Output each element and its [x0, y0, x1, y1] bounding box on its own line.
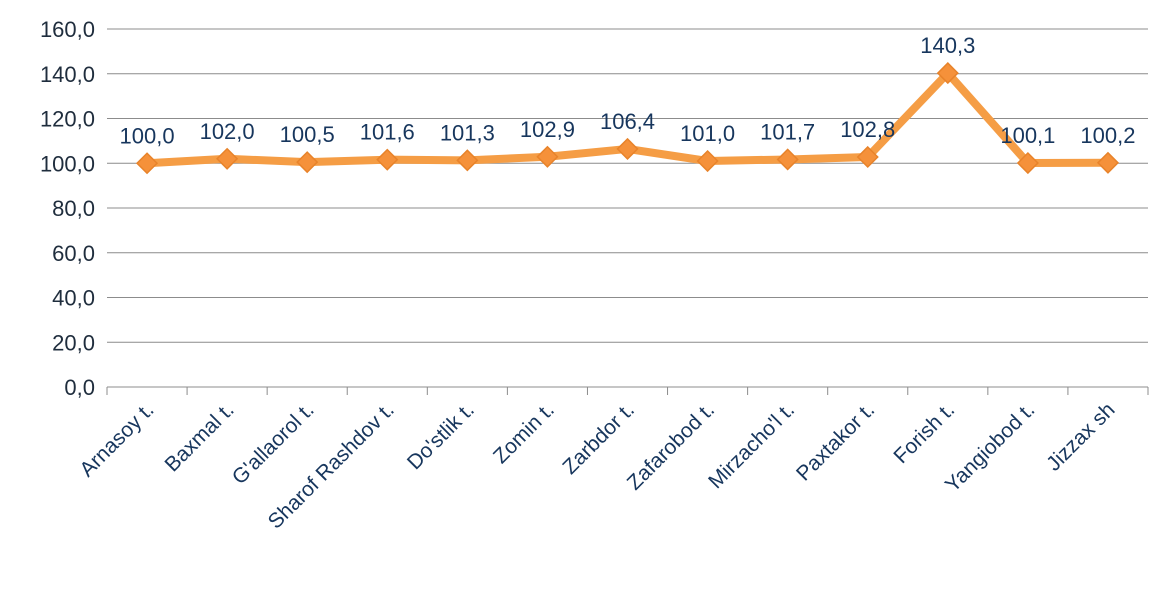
data-point-marker: [696, 149, 719, 173]
data-value-label: 101,3: [440, 120, 495, 145]
data-point-marker: [536, 145, 559, 168]
y-axis-tick-labels: 0,0 20,0 40,0 60,0 80,0 100,0 120,0 140,0 160,0: [40, 17, 95, 400]
data-value-label: 102,9: [520, 117, 575, 142]
x-category-label: Forish t.: [889, 398, 959, 468]
y-tick-label: 100,0: [40, 151, 95, 176]
x-category-label: Jizzax sh: [1042, 398, 1119, 475]
y-tick-label: 140,0: [40, 62, 95, 87]
x-category-label: Paxtakor t.: [792, 398, 879, 485]
data-point-marker: [936, 62, 959, 85]
data-value-label: 101,6: [360, 120, 415, 145]
data-value-label: 102,8: [840, 117, 895, 142]
y-tick-label: 40,0: [52, 286, 95, 311]
x-category-label: Zarbdor t.: [558, 398, 639, 479]
x-category-label: Do'stlik t.: [403, 398, 479, 474]
y-tick-label: 20,0: [52, 330, 95, 355]
data-point-marker: [856, 145, 879, 169]
x-category-label: Zomin t.: [489, 398, 559, 468]
data-labels: 100,0 102,0 100,5 101,6 101,3 102,9 106,4 101,0…: [120, 33, 1136, 148]
x-category-label: Baxmal t.: [160, 398, 238, 476]
y-tick-label: 60,0: [52, 241, 95, 266]
data-value-label: 101,0: [680, 121, 735, 146]
data-value-label: 102,0: [200, 119, 255, 144]
series-markers: [135, 62, 1120, 175]
x-category-label: Arnasoy t.: [75, 398, 158, 481]
x-axis-category-labels: Arnasoy t. Baxmal t.G'allaorol t.Sharof R…: [75, 398, 1119, 533]
data-value-label: 101,7: [760, 119, 815, 144]
data-value-label: 100,2: [1080, 123, 1135, 148]
data-point-marker: [135, 152, 159, 175]
data-value-label: 140,3: [920, 33, 975, 58]
data-value-label: 106,4: [600, 109, 655, 134]
data-point-marker: [456, 149, 479, 172]
y-tick-label: 80,0: [52, 196, 95, 221]
data-point-marker: [216, 147, 239, 170]
y-tick-label: 160,0: [40, 17, 95, 42]
data-point-marker: [616, 137, 639, 160]
y-tick-label: 0,0: [64, 375, 95, 400]
data-point-marker: [776, 148, 799, 171]
gridlines: [107, 28, 1148, 343]
x-category-label: Mirzacho'l t.: [704, 398, 799, 493]
y-tick-label: 120,0: [40, 107, 95, 132]
x-category-label: Zafarobod t.: [623, 398, 719, 494]
data-value-label: 100,1: [1000, 123, 1055, 148]
data-point-marker: [296, 151, 319, 174]
data-point-marker: [376, 148, 399, 171]
axes: [106, 386, 1149, 395]
data-value-label: 100,5: [280, 122, 335, 147]
data-value-label: 100,0: [120, 123, 175, 148]
data-point-marker: [1016, 151, 1039, 175]
data-point-marker: [1096, 151, 1120, 174]
